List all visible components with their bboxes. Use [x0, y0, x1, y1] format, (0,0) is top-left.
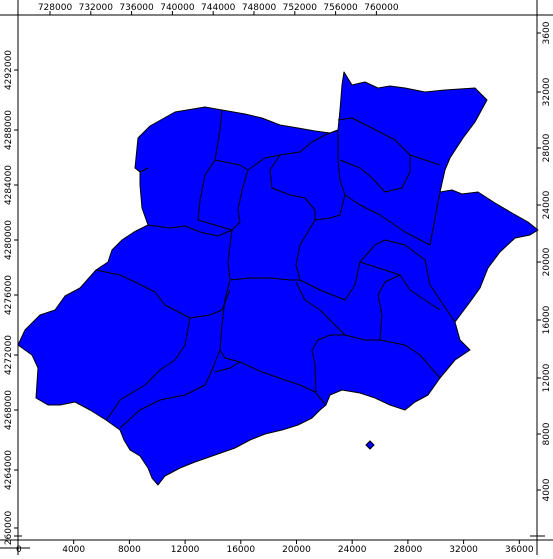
- left-y-axis: 4292000 4288000 4284000 4280000 4276000 42720…: [4, 50, 18, 545]
- right-y-tick-label: 24000: [542, 190, 552, 219]
- left-y-tick-label: 4272000: [4, 335, 14, 375]
- bottom-x-tick-label: 36000: [505, 545, 534, 555]
- left-y-tick-label: 4264000: [4, 450, 14, 490]
- bottom-x-tick-label: 0: [16, 545, 22, 555]
- right-y-tick-label: 4000: [542, 478, 552, 501]
- left-y-tick-label: 4288000: [4, 110, 14, 150]
- top-x-tick-label: 760000: [364, 3, 399, 13]
- island-polygon[interactable]: [365, 440, 375, 450]
- left-y-tick-label: 4276000: [4, 275, 14, 315]
- bottom-x-tick-label: 12000: [171, 545, 200, 555]
- bottom-x-tick-label: 8000: [118, 545, 141, 555]
- top-x-tick-label: 752000: [283, 3, 318, 13]
- top-x-tick-label: 740000: [160, 3, 195, 13]
- internal-boundaries: [95, 109, 456, 429]
- right-y-axis: 3600 32000 28000 24000 20000 16000 12000 8000 40…: [537, 21, 552, 501]
- right-y-tick-label: 28000: [542, 133, 552, 162]
- left-y-tick-label: 4284000: [4, 165, 14, 205]
- top-x-tick-label: 748000: [242, 3, 277, 13]
- top-x-axis: 728000 732000 736000 740000 744000 748000 7520…: [38, 3, 399, 15]
- top-x-tick-label: 736000: [119, 3, 154, 13]
- top-x-tick-label: 728000: [38, 3, 73, 13]
- right-y-tick-label: 20000: [542, 247, 552, 276]
- left-y-tick-label: 4280000: [4, 220, 14, 260]
- right-y-tick-label: 32000: [542, 77, 552, 106]
- bottom-x-tick-label: 32000: [449, 545, 478, 555]
- top-x-tick-label: 744000: [201, 3, 236, 13]
- right-y-tick-label: 3600: [542, 21, 552, 44]
- bottom-x-tick-label: 24000: [338, 545, 367, 555]
- left-y-tick-label: 4268000: [4, 390, 14, 430]
- bottom-x-axis: 0 4000 8000 12000 16000 20000 24000 28000 32000 3…: [16, 540, 534, 555]
- bottom-x-tick-label: 28000: [394, 545, 423, 555]
- bottom-x-tick-label: 20000: [282, 545, 311, 555]
- bottom-x-tick-label: 4000: [62, 545, 85, 555]
- right-y-tick-label: 16000: [542, 305, 552, 334]
- top-x-tick-label: 732000: [79, 3, 114, 13]
- top-x-tick-label: 756000: [323, 3, 358, 13]
- left-y-tick-label: 4292000: [4, 50, 14, 90]
- right-y-tick-label: 8000: [542, 422, 552, 445]
- left-y-tick-label: 260000: [4, 511, 14, 546]
- right-y-tick-label: 12000: [542, 363, 552, 392]
- bottom-x-tick-label: 16000: [226, 545, 255, 555]
